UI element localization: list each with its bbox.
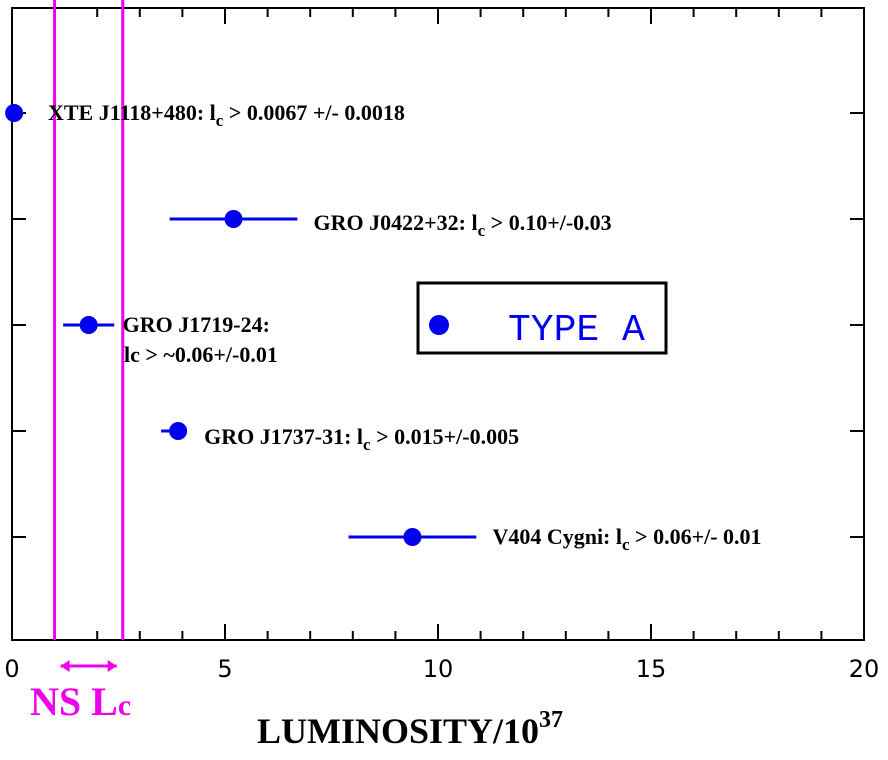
x-tick-label: 10 [423,655,454,683]
data-point-label: GRO J0422+32: lc > 0.10+/-0.03 [314,210,612,240]
ns-annotation-sub: c [118,689,131,722]
data-point [169,422,188,440]
data-point-label-text: XTE J1118+480: l [48,100,216,125]
data-point-label-value: > 0.015+/-0.005 [371,424,520,449]
data-point [79,316,98,334]
data-point [403,528,422,546]
x-tick-label: 5 [217,655,232,683]
data-point-label: GRO J1737-31: lc > 0.015+/-0.005 [204,424,519,454]
data-point-label-value: > 0.0067 +/- 0.0018 [223,100,405,125]
data-point-label: V404 Cygni: lc > 0.06+/- 0.01 [492,524,761,554]
data-point-label-value: > 0.06+/- 0.01 [630,524,762,549]
legend-label: TYPE A [508,309,645,352]
x-tick-label: 0 [4,655,19,683]
data-point-label-subscript: c [363,435,371,454]
legend-marker [429,315,449,335]
x-axis-label-superscript: 37 [539,707,563,733]
ns-annotation: NS Lc [30,679,131,724]
data-point [5,104,24,122]
legend-box [416,281,668,355]
data-point-label-line1: GRO J1719-24: [123,312,270,337]
data-point-label-subscript: c [478,221,486,240]
x-axis-label: LUMINOSITY/1037 [257,707,563,751]
x-axis-label-main: LUMINOSITY/10 [257,711,539,751]
ns-arrow-head-left [60,660,70,672]
ns-arrow-head-right [107,660,117,672]
data-point-label-text: V404 Cygni: l [492,524,622,549]
data-point-label-subscript: c [622,535,630,554]
x-tick-label: 20 [849,655,880,683]
ns-annotation-main: NS L [30,679,118,724]
data-point [224,210,243,228]
data-point-label-text: GRO J1737-31: l [204,424,363,449]
data-point-label-text: GRO J0422+32: l [314,210,478,235]
data-point-label-subscript: c [216,111,224,130]
data-point-label-line2: lc > ~0.06+/-0.01 [124,342,278,367]
x-tick-label: 15 [636,655,667,683]
data-point-label: XTE J1118+480: lc > 0.0067 +/- 0.0018 [48,100,405,130]
legend: TYPE A [416,281,668,355]
data-point-label-value: > 0.10+/-0.03 [485,210,612,235]
